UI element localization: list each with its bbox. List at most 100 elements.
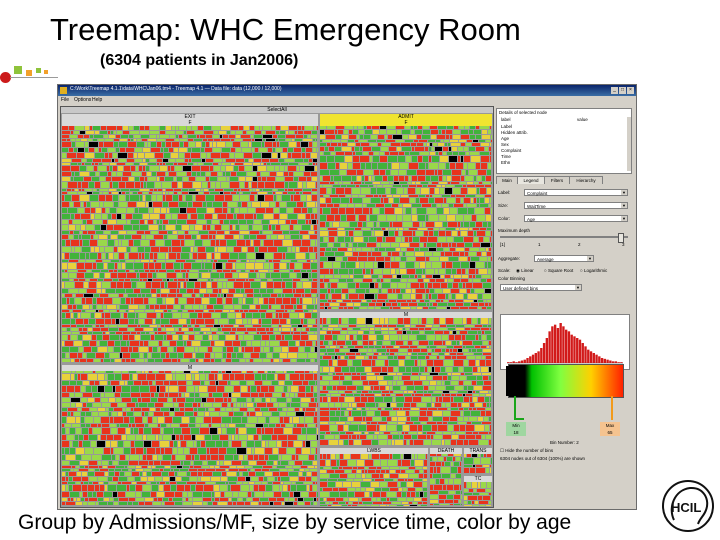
treemap-cell[interactable] xyxy=(377,467,381,469)
treemap-cell[interactable] xyxy=(98,139,104,141)
treemap-cell[interactable] xyxy=(275,477,277,481)
treemap-cell[interactable] xyxy=(183,182,192,188)
treemap-cell[interactable] xyxy=(170,319,178,324)
treemap-cell[interactable] xyxy=(320,283,324,288)
treemap-cell[interactable] xyxy=(470,403,474,407)
treemap-cell[interactable] xyxy=(410,275,414,278)
treemap-cell[interactable] xyxy=(137,231,144,234)
treemap-cell[interactable] xyxy=(485,262,487,268)
treemap-cell[interactable] xyxy=(239,469,247,471)
treemap-cell[interactable] xyxy=(446,269,451,274)
treemap-cell[interactable] xyxy=(237,192,239,194)
treemap-cell[interactable] xyxy=(293,428,301,434)
treemap-cell[interactable] xyxy=(459,367,463,372)
treemap-cell[interactable] xyxy=(252,148,254,152)
treemap-cell[interactable] xyxy=(284,428,292,434)
treemap-cells-admit-m[interactable] xyxy=(320,318,492,446)
treemap-cell[interactable] xyxy=(313,485,317,491)
treemap-cell[interactable] xyxy=(270,159,278,162)
treemap-cell[interactable] xyxy=(65,253,69,259)
treemap-cell[interactable] xyxy=(225,235,233,239)
treemap-cell[interactable] xyxy=(95,398,100,402)
treemap-cell[interactable] xyxy=(83,393,92,397)
treemap-cell[interactable] xyxy=(244,353,250,358)
treemap-cell[interactable] xyxy=(101,270,108,272)
treemap-cell[interactable] xyxy=(305,166,314,171)
treemap-cell[interactable] xyxy=(102,289,105,293)
treemap-cell[interactable] xyxy=(315,466,317,468)
treemap-cell[interactable] xyxy=(131,279,139,281)
treemap-cell[interactable] xyxy=(161,325,164,327)
treemap-cell[interactable] xyxy=(323,397,327,402)
treemap-cell[interactable] xyxy=(185,332,194,334)
treemap-cell[interactable] xyxy=(401,195,408,197)
treemap-cell[interactable] xyxy=(297,359,305,362)
treemap-cell[interactable] xyxy=(381,492,386,497)
treemap-cell[interactable] xyxy=(95,214,101,219)
treemap-cell[interactable] xyxy=(443,422,447,424)
treemap-cell[interactable] xyxy=(328,163,335,169)
treemap-cell[interactable] xyxy=(459,283,462,288)
treemap-cell[interactable] xyxy=(226,482,228,484)
treemap-cell[interactable] xyxy=(113,461,118,465)
treemap-cell[interactable] xyxy=(267,177,275,181)
treemap-cell[interactable] xyxy=(109,461,112,465)
treemap-cell[interactable] xyxy=(301,466,307,468)
treemap-cell[interactable] xyxy=(174,189,181,191)
treemap-cell[interactable] xyxy=(296,253,305,259)
treemap-cell[interactable] xyxy=(122,359,125,362)
treemap-cell[interactable] xyxy=(373,130,379,134)
treemap-cell[interactable] xyxy=(320,373,328,375)
treemap-cell[interactable] xyxy=(114,131,116,134)
treemap-cell[interactable] xyxy=(353,252,358,256)
treemap-cell[interactable] xyxy=(438,126,446,129)
treemap-cell[interactable] xyxy=(141,260,149,262)
treemap-cell[interactable] xyxy=(237,328,246,331)
treemap-cell[interactable] xyxy=(129,240,133,246)
treemap-cell[interactable] xyxy=(65,424,71,427)
treemap-cell[interactable] xyxy=(195,131,203,134)
treemap-cell[interactable] xyxy=(257,461,266,465)
treemap-cell[interactable] xyxy=(206,195,214,201)
treemap-cell[interactable] xyxy=(125,279,130,281)
treemap-cell[interactable] xyxy=(200,455,206,460)
treemap-cell[interactable] xyxy=(196,260,202,262)
treemap-cell[interactable] xyxy=(303,298,312,304)
treemap-cell[interactable] xyxy=(149,298,156,304)
treemap-cell[interactable] xyxy=(282,347,288,352)
treemap-cell[interactable] xyxy=(397,403,403,407)
treemap-cell[interactable] xyxy=(391,279,400,282)
treemap-cell[interactable] xyxy=(111,282,116,288)
treemap-cell[interactable] xyxy=(478,300,483,302)
treemap-cell[interactable] xyxy=(391,341,395,345)
treemap-cell[interactable] xyxy=(436,462,441,466)
treemap-cell[interactable] xyxy=(383,275,392,278)
treemap-cell[interactable] xyxy=(406,356,410,359)
treemap-cell[interactable] xyxy=(175,139,179,141)
treemap-cell[interactable] xyxy=(207,225,210,230)
treemap-cell[interactable] xyxy=(213,135,219,138)
treemap-cell[interactable] xyxy=(195,240,202,246)
treemap-cell[interactable] xyxy=(336,482,342,487)
treemap-cell[interactable] xyxy=(436,152,438,155)
treemap-cell[interactable] xyxy=(234,189,237,191)
treemap-cell[interactable] xyxy=(362,360,371,366)
treemap-cell[interactable] xyxy=(82,472,87,476)
treemap-cell[interactable] xyxy=(331,394,340,396)
treemap-cell[interactable] xyxy=(62,177,70,181)
treemap-cell[interactable] xyxy=(84,435,88,440)
treemap-cell[interactable] xyxy=(223,270,230,272)
treemap-cell[interactable] xyxy=(402,275,409,278)
treemap-cell[interactable] xyxy=(166,214,171,219)
treemap-cell[interactable] xyxy=(140,220,144,224)
treemap-cell[interactable] xyxy=(119,477,127,481)
treemap-cell[interactable] xyxy=(142,371,144,373)
treemap-cell[interactable] xyxy=(458,403,461,407)
treemap-cell[interactable] xyxy=(185,393,189,397)
treemap-cell[interactable] xyxy=(477,381,483,385)
treemap-cell[interactable] xyxy=(62,126,68,130)
treemap-cell[interactable] xyxy=(443,376,447,380)
treemap-cell[interactable] xyxy=(292,139,294,141)
treemap-cell[interactable] xyxy=(157,139,165,141)
treemap-cell[interactable] xyxy=(367,215,369,221)
